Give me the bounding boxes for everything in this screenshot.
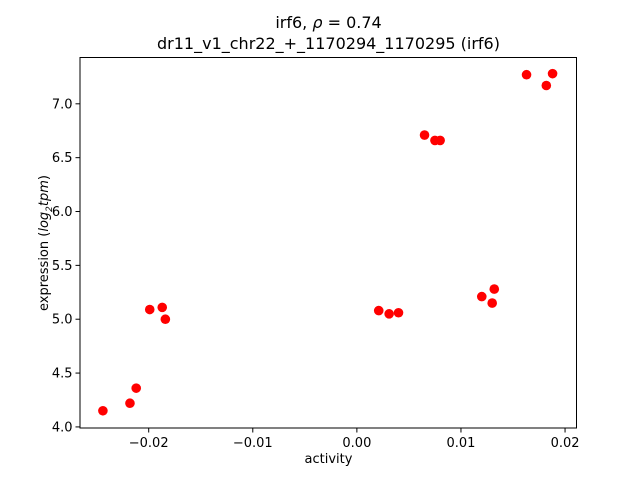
data-point xyxy=(98,405,108,416)
chart-title-prefix: irf6, xyxy=(275,13,313,32)
chart-title: irf6, ρ = 0.74 xyxy=(80,12,577,33)
chart-title-rho: ρ xyxy=(312,13,323,32)
x-tick-label: −0.02 xyxy=(129,436,169,451)
y-tick-label: 6.5 xyxy=(52,151,73,166)
y-tick-label: 5.5 xyxy=(52,259,73,274)
y-tick-label: 4.0 xyxy=(52,420,73,435)
data-point xyxy=(160,314,171,325)
data-point xyxy=(435,135,445,146)
data-point xyxy=(489,284,500,294)
data-point xyxy=(384,309,394,319)
data-point xyxy=(476,291,487,302)
data-point xyxy=(521,69,532,80)
y-tick-label: 7.0 xyxy=(52,97,73,112)
chart-subtitle: dr11_v1_chr22_+_1170294_1170295 (irf6) xyxy=(157,34,500,53)
x-tick-label: 0.02 xyxy=(551,436,580,451)
chart-title-block: irf6, ρ = 0.74 dr11_v1_chr22_+_1170294_1… xyxy=(80,12,577,54)
data-point xyxy=(419,130,430,140)
data-point xyxy=(547,68,558,79)
data-point xyxy=(373,305,384,316)
data-point xyxy=(125,398,135,409)
y-tick-label: 5.0 xyxy=(52,313,73,328)
plot-frame xyxy=(79,57,577,429)
y-tick-label: 6.0 xyxy=(52,205,73,220)
data-point xyxy=(393,307,404,318)
x-tick-label: 0.00 xyxy=(342,436,371,451)
data-point xyxy=(487,298,497,308)
data-point xyxy=(541,80,552,91)
y-tick-label: 4.5 xyxy=(52,367,73,382)
chart-title-suffix: = 0.74 xyxy=(322,13,382,32)
x-axis-label: activity xyxy=(304,452,353,467)
data-point xyxy=(144,304,155,315)
x-tick-label: −0.01 xyxy=(233,436,273,451)
data-point xyxy=(131,383,142,393)
x-tick-label: 0.01 xyxy=(446,436,475,451)
data-point xyxy=(157,302,168,313)
